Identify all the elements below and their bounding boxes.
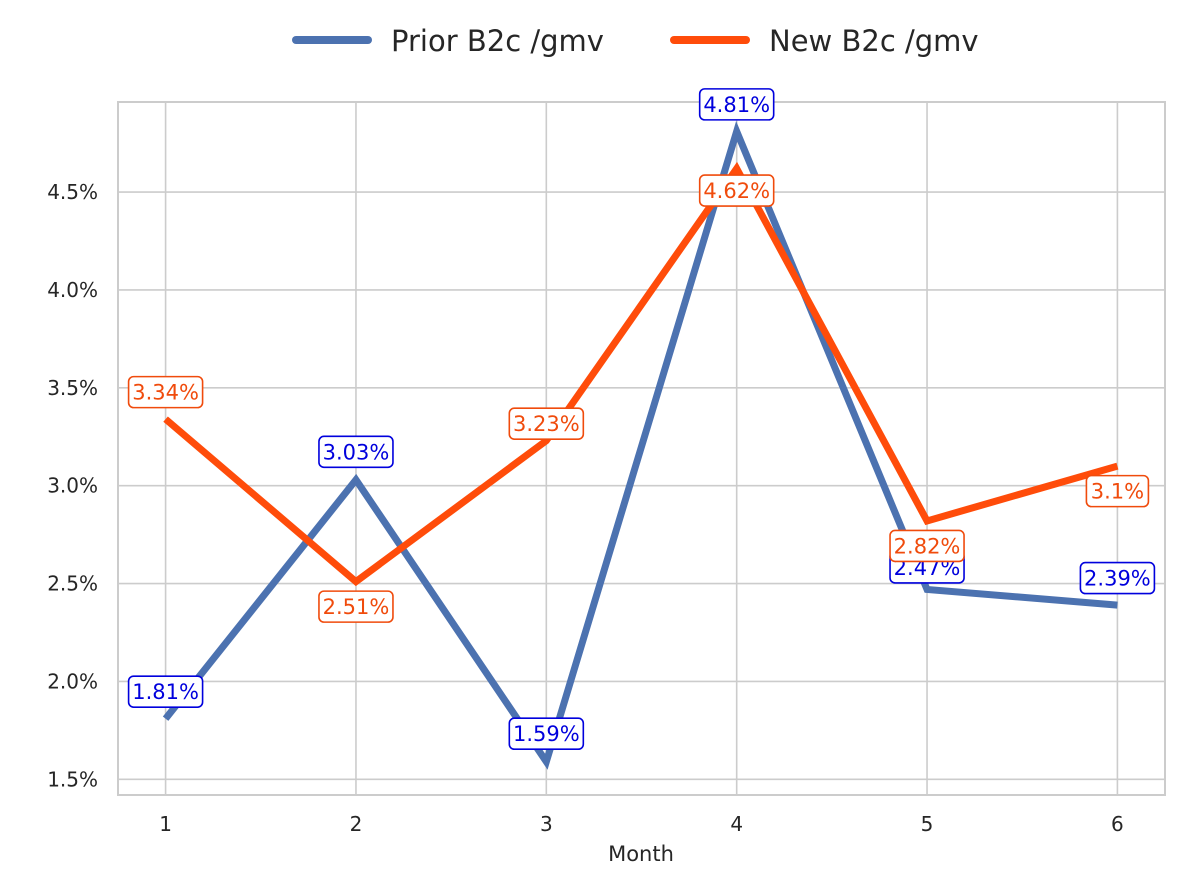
grid xyxy=(118,102,1165,795)
data-label-text: 1.59% xyxy=(513,722,580,746)
data-label-box xyxy=(508,407,585,440)
data-label: 2.82% xyxy=(889,529,965,563)
data-labels: 1.81%3.03%1.59%4.81%2.47% 2.39%3.34%2.51%… xyxy=(127,88,1156,751)
y-tick-label: 2.0% xyxy=(47,669,98,693)
data-label-box xyxy=(1085,474,1150,508)
data-label: 4.81% xyxy=(698,88,775,121)
x-axis-ticks: 1 2 3 4 5 6 xyxy=(159,812,1124,836)
data-label-text: 3.03% xyxy=(323,440,390,464)
data-label-text: 2.82% xyxy=(894,534,961,558)
data-label-box xyxy=(127,375,204,409)
x-axis-label: Month xyxy=(608,842,674,866)
data-label: 3.23% xyxy=(508,407,585,440)
y-tick-label: 1.5% xyxy=(47,767,98,791)
y-tick-label: 3.0% xyxy=(47,474,98,498)
legend: Prior B2c /gmv New B2c /gmv xyxy=(292,24,979,58)
x-tick-label: 6 xyxy=(1111,812,1124,836)
data-label-box xyxy=(508,717,585,751)
y-tick-label: 3.5% xyxy=(47,376,98,400)
data-label: 2.51% xyxy=(318,590,394,623)
data-label: 1.59% xyxy=(508,717,585,751)
data-label-text: 4.62% xyxy=(703,179,770,203)
legend-label: Prior B2c /gmv xyxy=(391,24,604,58)
data-label-text: 2.51% xyxy=(323,595,390,619)
data-label-box xyxy=(698,174,775,207)
series-lines xyxy=(162,120,1119,770)
x-tick-label: 5 xyxy=(921,812,934,836)
data-label-box xyxy=(698,88,775,121)
data-label-box xyxy=(318,590,394,623)
plot-frame xyxy=(117,101,1166,796)
data-label: 3.1% xyxy=(1085,474,1150,508)
data-label-text: 3.34% xyxy=(132,381,199,405)
y-tick-label: 4.5% xyxy=(47,180,98,204)
data-label-text: 3.23% xyxy=(513,412,580,436)
legend-item: New B2c /gmv xyxy=(670,24,979,58)
data-label: 3.03% xyxy=(318,435,394,469)
data-label: 1.81% xyxy=(127,675,204,708)
data-label-box xyxy=(318,435,394,469)
y-tick-label: 4.0% xyxy=(47,278,98,302)
x-tick-label: 3 xyxy=(540,812,553,836)
data-label: 2.39% xyxy=(1079,561,1156,595)
series-line-new xyxy=(163,161,1119,587)
data-label: 3.34% xyxy=(127,375,204,409)
x-tick-label: 1 xyxy=(159,812,172,836)
data-label-box xyxy=(889,529,965,563)
data-label-text: 4.81% xyxy=(703,93,770,117)
y-tick-label: 2.5% xyxy=(47,572,98,596)
data-label-text: 1.81% xyxy=(132,680,199,704)
data-label-box xyxy=(1079,561,1156,595)
data-label-box xyxy=(127,675,204,708)
y-axis-ticks: 1.5% 2.0% 2.5% 3.0% 3.5% 4.0% 4.5% xyxy=(47,180,98,791)
legend-label: New B2c /gmv xyxy=(769,24,979,58)
series-line-prior xyxy=(162,120,1118,770)
data-label-text: 2.39% xyxy=(1084,567,1151,591)
x-tick-label: 4 xyxy=(730,812,743,836)
data-label: 4.62% xyxy=(698,174,775,207)
legend-item: Prior B2c /gmv xyxy=(292,24,604,58)
x-tick-label: 2 xyxy=(350,812,363,836)
data-label-text: 3.1% xyxy=(1091,480,1144,504)
